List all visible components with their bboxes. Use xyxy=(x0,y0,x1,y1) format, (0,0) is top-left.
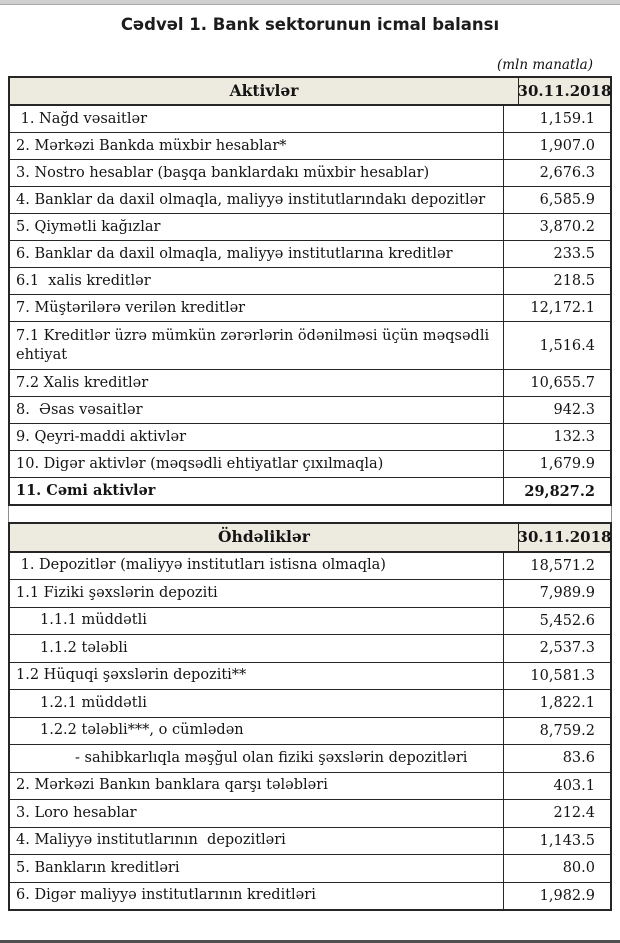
row-label: 7. Müştərilərə verilən kreditlər xyxy=(16,299,246,316)
row-value: 10,581.3 xyxy=(503,662,610,689)
row-label: 10. Digər aktivlər (məqsədli ehtiyatlar … xyxy=(16,455,384,472)
row-label: 7.1 Kreditlər üzrə mümkün zərərlərin ödə… xyxy=(16,327,494,363)
table-row: 11. Cəmi aktivlər 29,827.2 xyxy=(10,477,610,504)
row-label: 8. Əsas vəsaitlər xyxy=(16,401,143,418)
row-value: 132.3 xyxy=(503,424,610,450)
assets-table: Aktivlər 30.11.2018 1. Nağd vəsaitlər 1,15… xyxy=(8,76,612,506)
table-row: - sahibkarlıqla məşğul olan fiziki şəxsl… xyxy=(10,744,610,772)
row-label: 4. Banklar da daxil olmaqla, maliyyə ins… xyxy=(16,191,486,208)
table-row: 6. Banklar da daxil olmaqla, maliyyə ins… xyxy=(10,240,610,267)
table-row: 7.1 Kreditlər üzrə mümkün zərərlərin ödə… xyxy=(10,321,610,369)
bottom-window-strip xyxy=(0,940,620,943)
row-value: 1,982.9 xyxy=(503,882,610,909)
table-spacer xyxy=(8,506,612,522)
row-value: 1,516.4 xyxy=(503,322,610,369)
row-value: 403.1 xyxy=(503,772,610,799)
row-value: 80.0 xyxy=(503,855,610,882)
row-value: 10,655.7 xyxy=(503,370,610,396)
row-value: 7,989.9 xyxy=(503,580,610,607)
row-label: 6.1 xalis kreditlər xyxy=(16,272,151,289)
row-value: 6,585.9 xyxy=(503,187,610,213)
row-label: 6. Digər maliyyə institutlarının kreditl… xyxy=(16,887,316,904)
table-row: 4. Banklar da daxil olmaqla, maliyyə ins… xyxy=(10,186,610,213)
row-value: 1,679.9 xyxy=(503,451,610,477)
row-label: 3. Nostro hesablar (başqa banklardakı mü… xyxy=(16,164,430,181)
table-row: 1. Nağd vəsaitlər 1,159.1 xyxy=(10,105,610,132)
row-value: 5,452.6 xyxy=(503,607,610,634)
row-value: 1,143.5 xyxy=(503,827,610,854)
table-row: 6.1 xalis kreditlər 218.5 xyxy=(10,267,610,294)
table-row: 8. Əsas vəsaitlər 942.3 xyxy=(10,396,610,423)
table-row: 4. Maliyyə institutlarının depozitləri 1,… xyxy=(10,826,610,854)
row-label: 1.2.1 müddətli xyxy=(40,694,147,711)
table-row: 5. Bankların kreditləri 80.0 xyxy=(10,854,610,882)
row-value: 1,159.1 xyxy=(503,106,610,132)
row-label: 1.2.2 tələbli***, o cümlədən xyxy=(40,722,244,739)
unit-note: (mln manatla) xyxy=(496,57,593,73)
table-row: 1. Depozitlər (maliyyə institutları isti… xyxy=(10,551,610,579)
row-label: 7.2 Xalis kreditlər xyxy=(16,374,149,391)
row-value: 3,870.2 xyxy=(503,214,610,240)
row-label: 1.1.2 tələbli xyxy=(40,639,128,656)
row-label: 1. Nağd vəsaitlər xyxy=(16,110,148,127)
column-header-title: Öhdəliklər xyxy=(218,527,310,547)
table-row: 1.1.2 tələbli 2,537.3 xyxy=(10,634,610,662)
table-row: 5. Qiymətli kağızlar 3,870.2 xyxy=(10,213,610,240)
table-row: 2. Mərkəzi Bankın banklara qarşı tələblə… xyxy=(10,771,610,799)
row-label: 4. Maliyyə institutlarının depozitləri xyxy=(16,832,286,849)
row-label: 6. Banklar da daxil olmaqla, maliyyə ins… xyxy=(16,245,453,262)
row-label: 2. Mərkəzi Bankda müxbir hesablar* xyxy=(16,137,287,154)
row-value: 29,827.2 xyxy=(503,478,610,504)
row-label: 3. Loro hesablar xyxy=(16,804,137,821)
column-header-date: 30.11.2018 xyxy=(518,524,611,551)
row-label: 5. Qiymətli kağızlar xyxy=(16,218,161,235)
row-label: 1.1 Fiziki şəxslərin depoziti xyxy=(16,584,218,601)
row-label: - sahibkarlıqla məşğul olan fiziki şəxsl… xyxy=(75,749,468,766)
row-label: 5. Bankların kreditləri xyxy=(16,859,180,876)
table-row: 1.2.2 tələbli***, o cümlədən 8,759.2 xyxy=(10,716,610,744)
row-label: 1.2 Hüquqi şəxslərin depoziti** xyxy=(16,667,247,684)
row-label: 1. Depozitlər (maliyyə institutları isti… xyxy=(16,557,386,574)
row-value: 233.5 xyxy=(503,241,610,267)
table-row: 3. Nostro hesablar (başqa banklardakı mü… xyxy=(10,159,610,186)
row-value: 212.4 xyxy=(503,800,610,827)
table-row: 6. Digər maliyyə institutlarının kreditl… xyxy=(10,881,610,909)
row-label: 1.1.1 müddətli xyxy=(40,612,147,629)
liabilities-header-row: Öhdəliklər 30.11.2018 xyxy=(10,524,611,552)
liabilities-table: Öhdəliklər 30.11.2018 1. Depozitlər (mali… xyxy=(8,522,612,911)
table-row: 1.1 Fiziki şəxslərin depoziti 7,989.9 xyxy=(10,579,610,607)
row-value: 1,822.1 xyxy=(503,690,610,717)
row-value: 218.5 xyxy=(503,268,610,294)
table-row: 3. Loro hesablar 212.4 xyxy=(10,799,610,827)
row-value: 18,571.2 xyxy=(503,552,610,579)
top-window-strip xyxy=(0,0,620,5)
assets-header-row: Aktivlər 30.11.2018 xyxy=(10,78,611,105)
row-value: 942.3 xyxy=(503,397,610,423)
row-value: 1,907.0 xyxy=(503,133,610,159)
table-row: 7.2 Xalis kreditlər 10,655.7 xyxy=(10,369,610,396)
row-value: 8,759.2 xyxy=(503,717,610,744)
page-title: Cədvəl 1. Bank sektorunun icmal balansı xyxy=(120,15,500,34)
row-value: 12,172.1 xyxy=(503,295,610,321)
table-row: 1.1.1 müddətli 5,452.6 xyxy=(10,606,610,634)
row-label: 11. Cəmi aktivlər xyxy=(16,481,156,499)
table-row: 1.2.1 müddətli 1,822.1 xyxy=(10,689,610,717)
row-value: 2,537.3 xyxy=(503,635,610,662)
row-value: 83.6 xyxy=(503,745,610,772)
table-row: 1.2 Hüquqi şəxslərin depoziti** 10,581.3 xyxy=(10,661,610,689)
row-label: 9. Qeyri-maddi aktivlər xyxy=(16,428,187,445)
table-row: 10. Digər aktivlər (məqsədli ehtiyatlar … xyxy=(10,450,610,477)
column-header-date: 30.11.2018 xyxy=(518,78,611,104)
column-header-title: Aktivlər xyxy=(229,80,299,100)
table-row: 9. Qeyri-maddi aktivlər 132.3 xyxy=(10,423,610,450)
row-label: 2. Mərkəzi Bankın banklara qarşı tələblə… xyxy=(16,777,328,794)
table-row: 7. Müştərilərə verilən kreditlər 12,172.1 xyxy=(10,294,610,321)
table-row: 2. Mərkəzi Bankda müxbir hesablar* 1,907.… xyxy=(10,132,610,159)
row-value: 2,676.3 xyxy=(503,160,610,186)
